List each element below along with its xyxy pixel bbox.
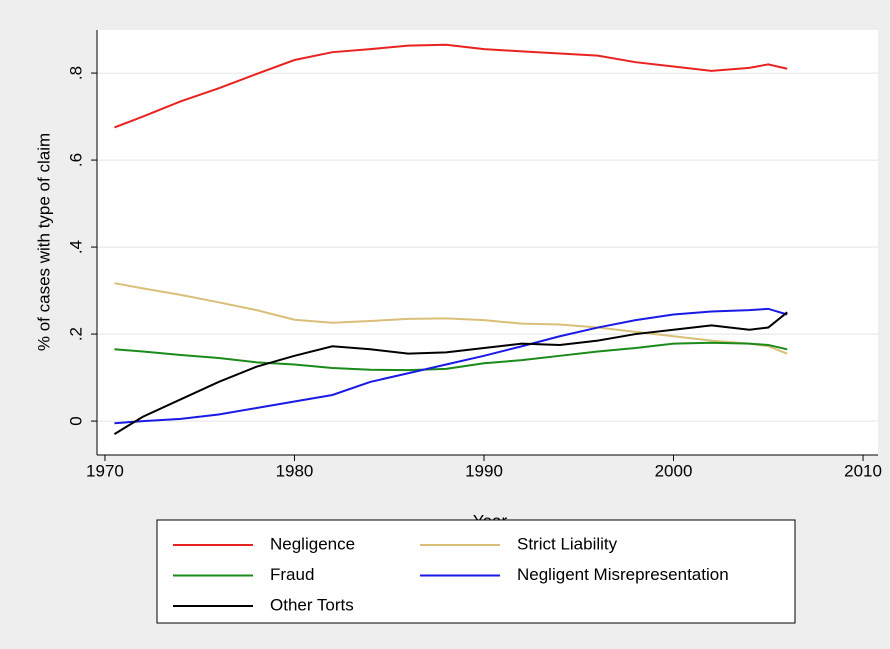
- x-tick-label: 1970: [86, 461, 124, 480]
- y-tick-label: .6: [66, 153, 85, 167]
- plot-area: [97, 30, 878, 455]
- x-tick-label: 2010: [844, 461, 882, 480]
- y-axis-label: % of cases with type of claim: [34, 133, 53, 351]
- legend-label: Negligent Misrepresentation: [517, 565, 729, 584]
- legend-label: Strict Liability: [517, 534, 618, 553]
- y-tick-label: 0: [66, 416, 85, 425]
- series-line: [114, 43, 788, 129]
- series-line: [114, 307, 788, 425]
- x-tick-label: 1990: [465, 461, 503, 480]
- x-tick-label: 2000: [655, 461, 693, 480]
- legend-label: Other Torts: [270, 595, 354, 614]
- y-tick-label: .8: [66, 66, 85, 80]
- y-tick-label: .2: [66, 327, 85, 341]
- y-tick-label: .4: [66, 240, 85, 254]
- legend-box: [156, 519, 796, 624]
- series-line: [114, 341, 788, 372]
- series-line: [114, 282, 788, 355]
- legend-label: Fraud: [270, 565, 314, 584]
- x-tick-label: 1980: [276, 461, 314, 480]
- legend-label: Negligence: [270, 534, 355, 553]
- series-line: [113, 311, 788, 435]
